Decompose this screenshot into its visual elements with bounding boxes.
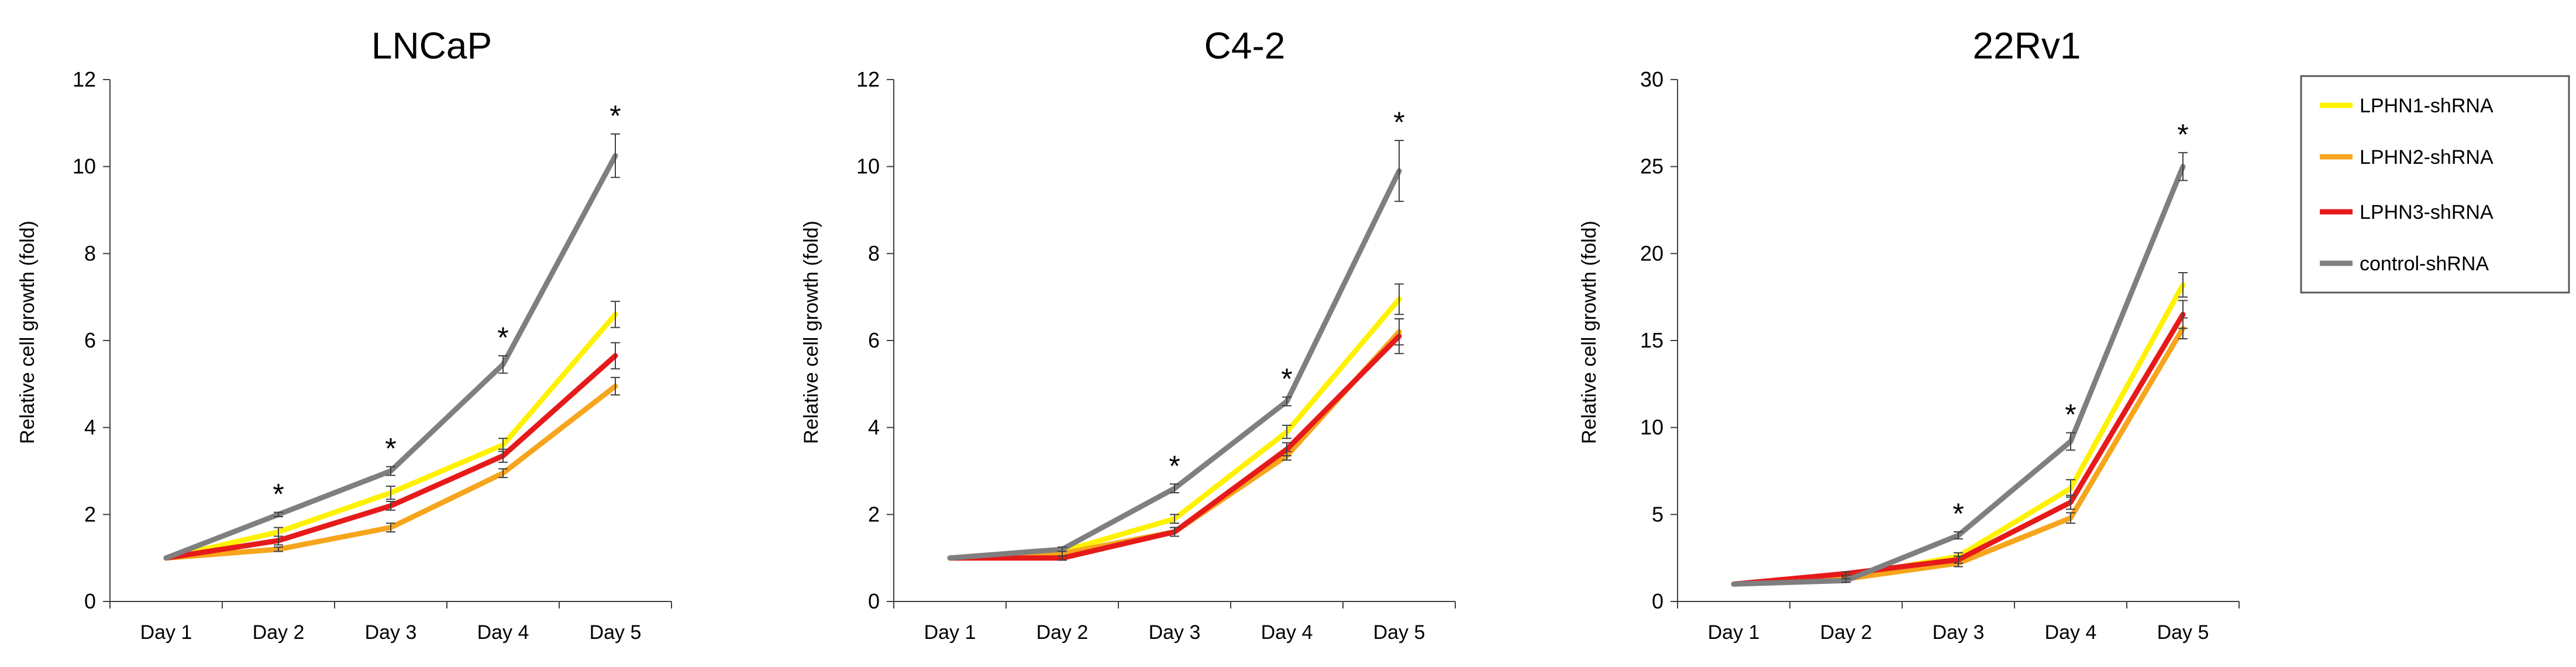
legend-label-lphn2: LPHN2-shRNA xyxy=(2360,146,2494,169)
series-line-lphn2-shrna xyxy=(947,329,1402,561)
y-tick-label: 20 xyxy=(1640,241,1664,265)
chart-panel-c4-2: C4-2 Relative cell growth (fold) 0 2 4 6 8 10… xyxy=(800,25,1456,644)
x-tick-label: Day 1 xyxy=(924,621,976,644)
x-tick-label: Day 3 xyxy=(1149,621,1201,644)
significance-marker: * xyxy=(2177,118,2188,151)
significance-marker: * xyxy=(2065,398,2076,431)
x-tick-label: Day 5 xyxy=(2157,621,2209,644)
chart-title: C4-2 xyxy=(1204,25,1286,67)
chart-panel-lncap: LNCaP Relative cell growth (fold) 0 2 4 6 8 1… xyxy=(16,25,672,644)
y-axis-label: Relative cell growth (fold) xyxy=(1578,221,1600,444)
y-tick-label: 6 xyxy=(84,328,96,352)
significance-marker: * xyxy=(1393,106,1404,139)
x-tick-label: Day 2 xyxy=(253,621,305,644)
y-tick-label: 8 xyxy=(868,241,880,265)
legend-label-lphn1: LPHN1-shRNA xyxy=(2360,95,2494,117)
y-tick-label: 0 xyxy=(1652,589,1664,613)
chart-title: 22Rv1 xyxy=(1973,25,2081,67)
y-tick-label: 2 xyxy=(868,502,880,526)
x-tick-label: Day 3 xyxy=(1933,621,1985,644)
significance-marker: * xyxy=(1281,363,1292,396)
x-tick-label: Day 2 xyxy=(1820,621,1872,644)
y-tick-label: 4 xyxy=(84,415,96,439)
x-tick-label: Day 1 xyxy=(1708,621,1760,644)
legend-label-lphn3: LPHN3-shRNA xyxy=(2360,201,2494,224)
significance-marker: * xyxy=(385,432,396,465)
significance-marker: * xyxy=(1169,449,1180,482)
y-tick-label: 8 xyxy=(84,241,96,265)
y-tick-label: 5 xyxy=(1652,502,1664,526)
y-tick-label: 12 xyxy=(856,67,880,91)
y-axis-label: Relative cell growth (fold) xyxy=(800,221,822,444)
y-tick-label: 15 xyxy=(1640,328,1664,352)
x-tick-label: Day 4 xyxy=(477,621,529,644)
x-tick-label: Day 1 xyxy=(140,621,192,644)
y-tick-label: 10 xyxy=(1640,415,1664,439)
x-tick-label: Day 5 xyxy=(590,621,642,644)
y-tick-label: 4 xyxy=(868,415,880,439)
chart-title: LNCaP xyxy=(371,25,492,67)
series-line-control-shrna xyxy=(947,168,1402,561)
y-tick-label: 10 xyxy=(856,154,880,178)
x-tick-label: Day 2 xyxy=(1036,621,1089,644)
series-line-lphn3-shrna xyxy=(947,334,1402,561)
x-tick-label: Day 5 xyxy=(1373,621,1425,644)
series-line-lphn2-shrna xyxy=(1731,325,2186,587)
y-tick-label: 30 xyxy=(1640,67,1664,91)
y-axis-label: Relative cell growth (fold) xyxy=(16,221,39,444)
y-tick-label: 12 xyxy=(73,67,96,91)
x-tick-label: Day 4 xyxy=(2045,621,2097,644)
significance-marker: * xyxy=(609,99,621,132)
significance-marker: * xyxy=(1952,497,1964,530)
y-tick-label: 6 xyxy=(868,328,880,352)
significance-marker: * xyxy=(497,321,508,354)
y-tick-label: 0 xyxy=(84,589,96,613)
x-tick-label: Day 4 xyxy=(1261,621,1313,644)
y-tick-label: 0 xyxy=(868,589,880,613)
legend-box xyxy=(2300,75,2570,294)
x-tick-label: Day 3 xyxy=(365,621,417,644)
series-line-lphn3-shrna xyxy=(1731,311,2186,587)
y-tick-label: 10 xyxy=(73,154,96,178)
chart-legend: LPHN1-shRNA LPHN2-shRNA LPHN3-shRNA cont… xyxy=(2300,75,2570,294)
y-tick-label: 25 xyxy=(1640,154,1664,178)
chart-panel-22rv1: 22Rv1 Relative cell growth (fold) 0 5 10 15… xyxy=(1578,25,2240,644)
y-tick-label: 2 xyxy=(84,502,96,526)
legend-label-control: control-shRNA xyxy=(2360,253,2489,275)
significance-marker: * xyxy=(273,478,284,511)
